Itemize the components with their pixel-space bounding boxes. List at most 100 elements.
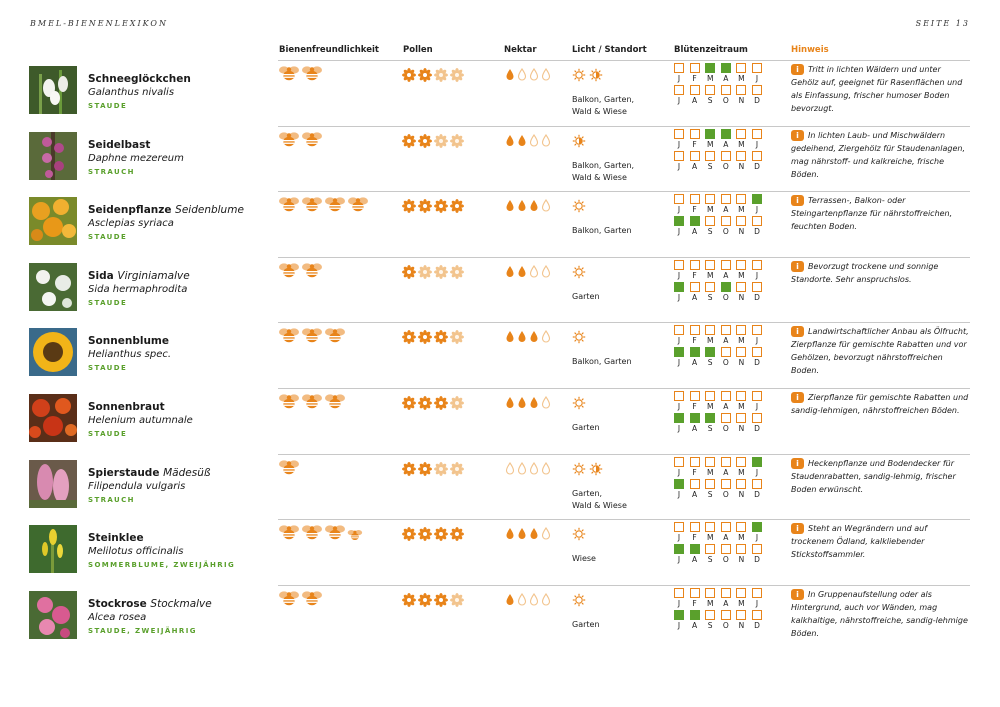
month-label: O — [722, 620, 729, 630]
month-label: M — [706, 270, 714, 280]
pollen-flower-icon — [418, 461, 432, 476]
month-label: J — [677, 467, 681, 477]
pollen-flower-icon — [434, 68, 448, 82]
bloom-row-second-half — [674, 413, 774, 423]
month-label: F — [692, 336, 697, 346]
bloom-row-first-half — [674, 63, 774, 73]
month-label: J — [755, 402, 759, 411]
month-label: D — [754, 96, 760, 105]
plant-photo-daphne — [29, 131, 77, 180]
pollen-flower-icon — [418, 592, 432, 607]
month-label: J — [677, 489, 681, 499]
bloom-month-box — [689, 456, 700, 467]
month-label: M — [706, 336, 714, 346]
nectar-drop-icon — [530, 528, 538, 540]
bloom-month-box — [705, 194, 716, 205]
month-label: O — [722, 227, 729, 237]
bloom-month-box — [705, 522, 716, 533]
plant-type: STRAUCH — [88, 495, 135, 504]
bloom-month-box — [736, 194, 747, 205]
row-divider — [278, 519, 970, 521]
pollen-rating — [402, 396, 464, 412]
pollen-flower-icon — [434, 461, 448, 476]
bloom-month-box — [689, 216, 700, 227]
location-line: Garten — [572, 619, 600, 629]
bloom-month-box — [674, 587, 684, 598]
location-line: Wald & Wiese — [572, 172, 627, 182]
bloom-month-box — [689, 609, 700, 620]
month-label: N — [738, 161, 745, 171]
month-label: M — [706, 139, 714, 149]
hint-text: i Tritt in lichten Wäldern und unter Gehö… — [791, 63, 969, 115]
month-label: O — [722, 489, 729, 499]
bloom-month-box — [720, 587, 731, 598]
row-divider — [278, 125, 970, 127]
bloom-month-box — [736, 544, 747, 555]
bloom-month-box — [751, 259, 762, 270]
bloom-row-second-half — [674, 150, 774, 161]
bloom-month-box — [674, 281, 684, 292]
nectar-rating — [505, 527, 551, 543]
month-label: O — [722, 292, 729, 302]
nectar-drop-icon — [541, 592, 551, 606]
month-label: J — [677, 161, 681, 171]
pollen-flower-icon — [418, 133, 432, 148]
nectar-drop-icon — [530, 200, 538, 212]
pollen-flower-icon — [402, 133, 416, 148]
location-line: Balkon, Garten — [572, 226, 632, 236]
month-label: J — [677, 205, 681, 215]
light-icons — [572, 527, 586, 543]
bloom-month-box — [705, 609, 716, 620]
row-divider — [278, 191, 970, 193]
bloom-month-box — [720, 413, 731, 423]
nectar-drop-icon — [517, 592, 527, 606]
month-label: J — [677, 139, 681, 149]
month-label: A — [723, 467, 729, 477]
bloom-month-box — [736, 478, 747, 489]
location-line: Garten — [572, 423, 600, 432]
bloom-row-first-half — [674, 259, 774, 270]
bloom-month-box — [674, 150, 684, 161]
nectar-drop-icon — [541, 68, 551, 81]
month-label: J — [677, 620, 681, 630]
bloom-month-box — [705, 150, 716, 161]
bloom-month-box — [736, 413, 747, 423]
pollen-flower-icon — [434, 396, 448, 410]
month-label: J — [677, 358, 681, 368]
month-label: M — [706, 74, 714, 83]
bloom-month-box — [689, 85, 700, 95]
month-label: S — [707, 292, 713, 302]
plant-common-name: Steinklee — [88, 532, 144, 545]
plant-type: STAUDE — [88, 364, 128, 373]
bloom-month-box — [720, 456, 731, 467]
bloom-month-box — [674, 413, 684, 423]
half-shade-icon — [572, 134, 586, 147]
bloom-month-box — [751, 609, 762, 620]
nectar-rating — [505, 199, 551, 215]
bloom-month-box — [736, 281, 747, 292]
month-label: S — [707, 555, 713, 565]
pollen-flower-icon — [418, 264, 432, 279]
half-shade-icon — [589, 68, 603, 82]
sun-icon — [572, 199, 586, 213]
plant-common-name: Sida — [88, 269, 114, 282]
nectar-drop-icon — [541, 199, 551, 212]
bloom-month-box — [674, 478, 684, 489]
plant-row: Steinklee Melilotus officinalis SOMMERBL… — [0, 519, 1000, 585]
nectar-rating — [505, 461, 551, 478]
month-label: J — [677, 555, 681, 565]
bloom-month-box — [689, 128, 700, 139]
bloom-month-box — [736, 587, 747, 598]
bloom-month-box — [720, 544, 731, 555]
nectar-drop-icon — [541, 264, 551, 278]
bloom-row-second-half — [674, 347, 774, 358]
hint-body: Steht an Wegrändern und auf trockenem Öd… — [791, 524, 928, 560]
bloom-month-box — [689, 347, 700, 358]
bee-friendliness-rating — [278, 393, 346, 409]
pollen-flower-icon — [418, 199, 432, 214]
plant-latin-name: Filipendula vulgaris — [88, 480, 186, 492]
light-icons — [572, 68, 603, 84]
month-label: J — [677, 598, 681, 608]
bloom-row-first-half — [674, 456, 774, 467]
